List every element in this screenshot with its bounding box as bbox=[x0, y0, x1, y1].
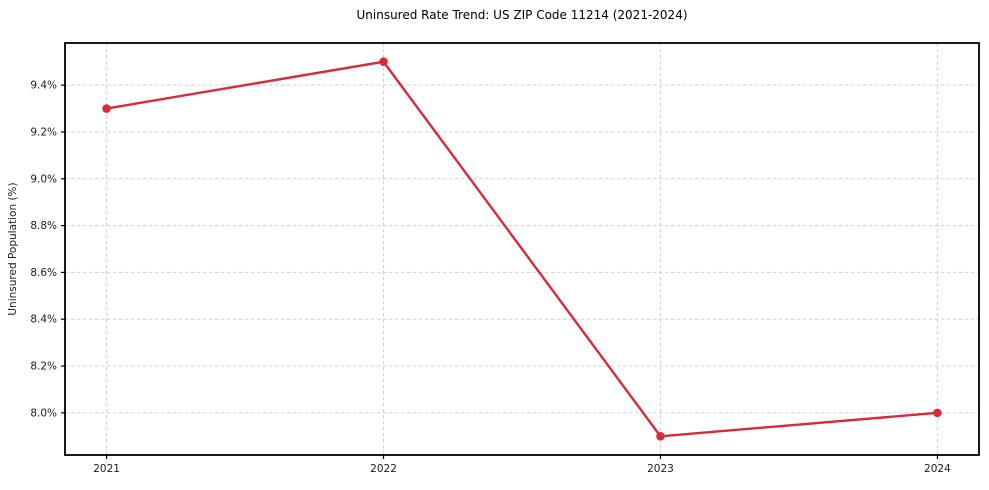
data-point-2021 bbox=[102, 104, 111, 113]
data-point-2023 bbox=[656, 431, 665, 441]
y-tick-label: 9.0% bbox=[30, 173, 57, 185]
x-tick-label: 2022 bbox=[370, 463, 397, 475]
plot-border bbox=[64, 42, 980, 456]
chart-title: Uninsured Rate Trend: US ZIP Code 11214 … bbox=[356, 8, 688, 22]
y-tick-label: 8.2% bbox=[30, 361, 57, 373]
y-tick-label: 8.6% bbox=[30, 267, 57, 279]
x-tick-label: 2021 bbox=[93, 463, 120, 475]
y-tick-label: 9.4% bbox=[30, 80, 57, 92]
x-tick-label: 2023 bbox=[647, 463, 674, 475]
trend-line bbox=[105, 60, 939, 438]
x-tick-label: 2024 bbox=[924, 463, 951, 475]
y-tick-label: 8.0% bbox=[30, 407, 57, 419]
y-tick-label: 8.4% bbox=[30, 314, 57, 326]
data-point-2024 bbox=[933, 408, 942, 418]
data-point-2022 bbox=[379, 57, 388, 67]
y-tick-label: 8.8% bbox=[30, 220, 57, 232]
y-tick-label: 9.2% bbox=[30, 126, 57, 138]
